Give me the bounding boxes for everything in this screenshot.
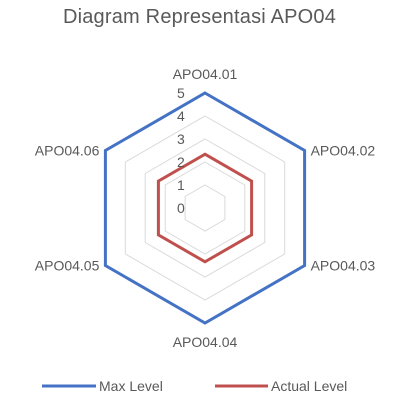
grid-ring <box>164 161 246 255</box>
category-label: APO04.03 <box>311 258 376 274</box>
grid-ring <box>184 184 226 232</box>
legend: Max Level Actual Level <box>42 378 347 394</box>
tick-labels: 0 1 2 3 4 5 <box>177 85 185 216</box>
tick-label: 5 <box>177 85 185 101</box>
tick-label: 1 <box>177 177 185 193</box>
chart-title: Diagram Representasi APO04 <box>62 6 337 28</box>
category-label: APO04.05 <box>35 258 100 274</box>
category-label: APO04.06 <box>35 143 100 159</box>
legend-label: Max Level <box>99 378 163 394</box>
series-line-max-level <box>103 91 307 325</box>
grid-ring <box>144 138 266 278</box>
tick-label: 2 <box>177 154 185 170</box>
tick-label: 4 <box>177 108 185 124</box>
legend-label: Actual Level <box>271 378 347 394</box>
category-labels: APO04.01 APO04.02 APO04.03 APO04.04 APO04.05… <box>35 66 376 350</box>
grid-ring <box>124 115 286 301</box>
category-label: APO04.01 <box>173 66 238 82</box>
series-line-actual-level <box>156 152 254 264</box>
tick-label: 3 <box>177 131 185 147</box>
grid-ring <box>104 92 306 324</box>
grid-layer <box>104 92 306 324</box>
series-layer <box>103 91 307 325</box>
tick-label: 0 <box>177 200 185 216</box>
category-label: APO04.04 <box>173 334 238 350</box>
category-label: APO04.02 <box>311 143 376 159</box>
